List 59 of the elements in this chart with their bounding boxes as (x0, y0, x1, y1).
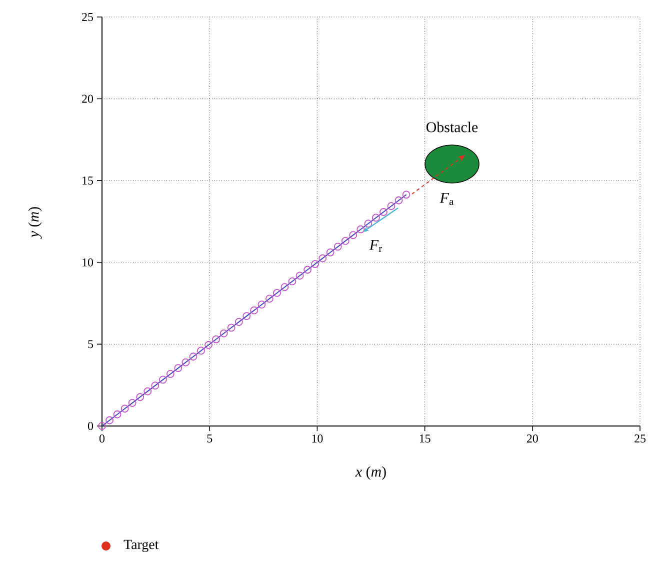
point (136, 393, 144, 401)
y-tick-label: 5 (88, 340, 94, 348)
annotation: F$_{r}$ (369, 240, 382, 252)
annotation: F$_{a}$ (440, 192, 454, 206)
x-tick-label: 0 (99, 434, 105, 443)
x-tick-label: 25 (634, 434, 646, 443)
point (394, 196, 403, 204)
x-tick-label: 10 (312, 434, 323, 443)
point (242, 312, 251, 320)
point (220, 329, 228, 338)
point (280, 283, 289, 292)
point (387, 202, 396, 210)
point (182, 358, 190, 366)
point (349, 231, 358, 240)
point (402, 190, 410, 199)
point (326, 248, 334, 256)
point (197, 346, 205, 355)
point (273, 289, 281, 297)
point (250, 306, 258, 314)
point (318, 254, 327, 262)
y-tick-label: 20 (82, 94, 94, 103)
x-axis-title: x (m) (355, 466, 386, 480)
y-tick-label: 10 (82, 258, 94, 266)
x-tick-label: 20 (526, 434, 538, 443)
annotation: Obstacle (426, 122, 478, 132)
y-tick-label: 0 (88, 422, 94, 430)
point (372, 214, 380, 222)
y-tick-label: 15 (82, 176, 94, 185)
point (341, 237, 350, 245)
point (304, 266, 312, 274)
point (288, 277, 296, 286)
point (166, 370, 174, 378)
point (356, 225, 365, 234)
point (113, 410, 122, 418)
legend-label: Target (124, 540, 159, 552)
y-axis-title: y (m) (28, 207, 42, 239)
point (151, 382, 160, 390)
x-tick-label: 5 (207, 434, 212, 442)
point (380, 208, 388, 216)
point (128, 398, 136, 407)
point (106, 416, 114, 424)
y-tick-label: 25 (82, 12, 94, 21)
point (265, 294, 274, 303)
point (174, 364, 182, 372)
point (334, 242, 342, 251)
point (227, 324, 236, 332)
point (296, 272, 304, 280)
point (258, 300, 266, 309)
point (204, 341, 212, 349)
point (311, 260, 320, 268)
point (234, 318, 243, 326)
point (158, 376, 167, 384)
point (212, 335, 220, 344)
point (98, 422, 106, 430)
point (120, 404, 129, 413)
point (189, 352, 198, 361)
point (144, 387, 152, 396)
x-tick-label: 15 (420, 434, 430, 443)
point (364, 220, 372, 228)
